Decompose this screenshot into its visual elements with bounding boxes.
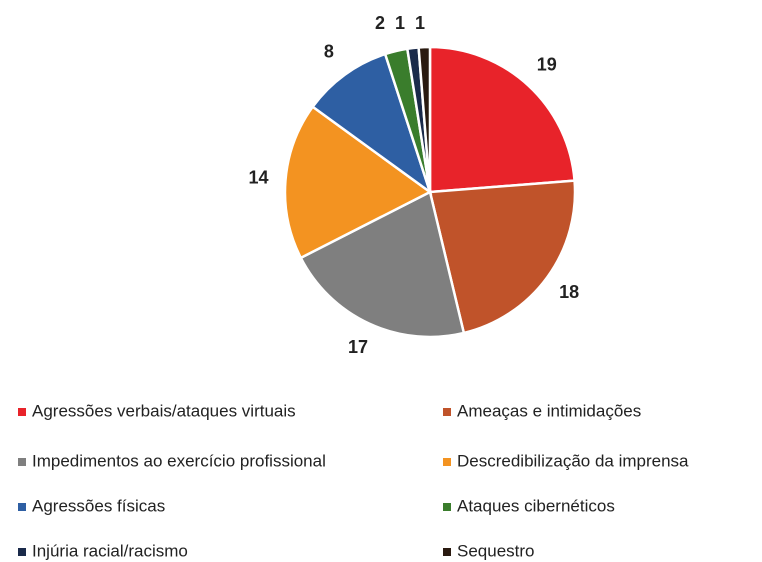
data-label: 2 bbox=[375, 13, 385, 33]
pie-slice bbox=[299, 190, 466, 339]
legend-label: Injúria racial/racismo bbox=[32, 541, 188, 560]
pie-slice bbox=[428, 45, 576, 194]
pie-slice bbox=[417, 45, 432, 193]
legend-marker bbox=[443, 503, 451, 511]
data-label: 14 bbox=[249, 167, 269, 187]
pie-slice bbox=[310, 52, 433, 196]
data-label: 8 bbox=[324, 42, 334, 62]
legend-label: Impedimentos ao exercício profissional bbox=[32, 451, 326, 470]
legend-marker bbox=[443, 548, 451, 556]
legend-marker bbox=[18, 503, 26, 511]
legend-marker bbox=[443, 458, 451, 466]
data-label: 1 bbox=[415, 13, 425, 33]
data-label: 17 bbox=[348, 337, 368, 357]
pie-slice bbox=[428, 179, 577, 335]
legend-label: Descredibilização da imprensa bbox=[457, 451, 689, 470]
data-label: 1 bbox=[395, 13, 405, 33]
pie-slice bbox=[283, 105, 433, 260]
legend-label: Ameaças e intimidações bbox=[457, 401, 641, 420]
legend-marker bbox=[443, 408, 451, 416]
legend-label: Agressões físicas bbox=[32, 496, 165, 515]
data-label: 18 bbox=[559, 282, 579, 302]
legend-label: Agressões verbais/ataques virtuais bbox=[32, 401, 296, 420]
data-label: 19 bbox=[537, 54, 557, 74]
legend-label: Ataques cibernéticos bbox=[457, 496, 615, 515]
legend-marker bbox=[18, 408, 26, 416]
legend-marker bbox=[18, 458, 26, 466]
legend-label: Sequestro bbox=[457, 541, 535, 560]
legend-marker bbox=[18, 548, 26, 556]
